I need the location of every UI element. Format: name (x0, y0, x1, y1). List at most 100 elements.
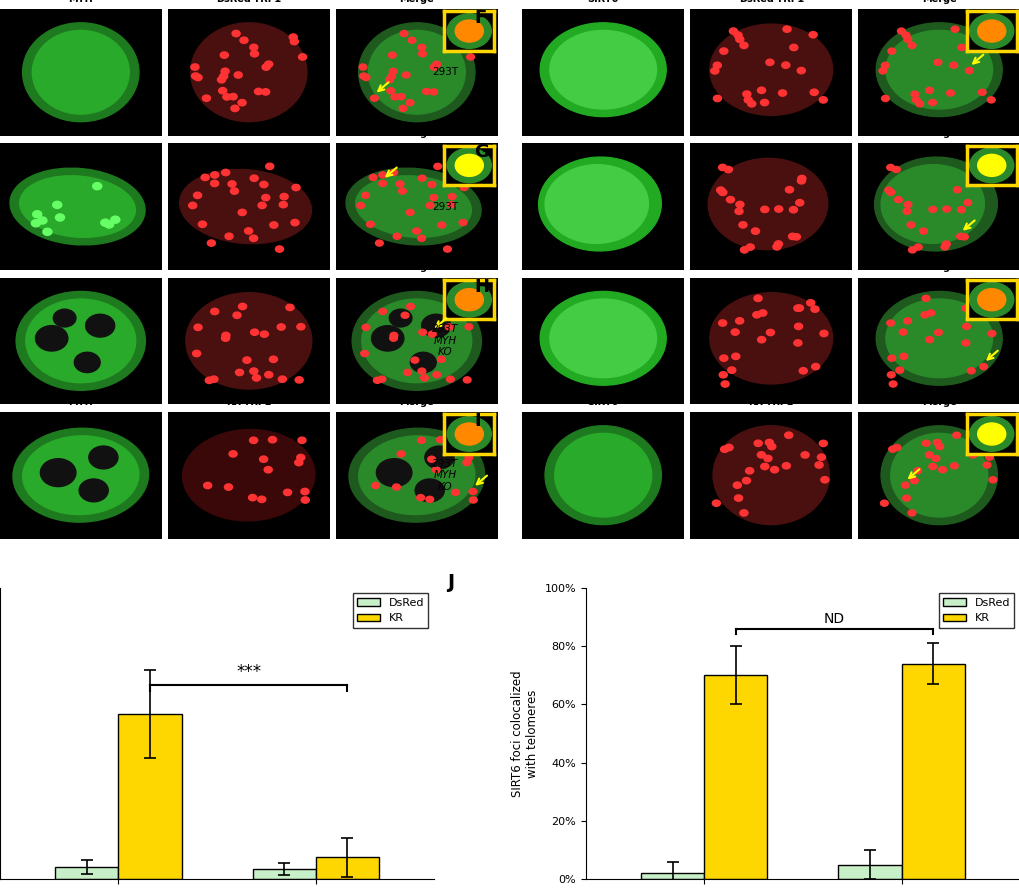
Circle shape (229, 93, 237, 99)
Text: H: H (474, 278, 488, 296)
Circle shape (789, 44, 797, 51)
Circle shape (894, 196, 902, 202)
Circle shape (976, 32, 984, 38)
Circle shape (357, 202, 364, 209)
Circle shape (925, 87, 932, 93)
Circle shape (753, 295, 761, 302)
Circle shape (447, 194, 455, 200)
Circle shape (445, 324, 452, 330)
Circle shape (820, 477, 828, 483)
Circle shape (386, 88, 394, 94)
Text: Merge: Merge (921, 0, 956, 4)
Circle shape (269, 356, 277, 362)
Circle shape (433, 163, 441, 170)
Circle shape (53, 202, 62, 209)
Circle shape (977, 89, 985, 95)
Circle shape (795, 305, 803, 311)
Circle shape (251, 329, 259, 336)
Y-axis label: SIRT6 foci colocalized
with telomeres: SIRT6 foci colocalized with telomeres (511, 670, 538, 797)
Circle shape (243, 357, 251, 363)
Circle shape (43, 228, 52, 235)
Legend: DsRed, KR: DsRed, KR (938, 593, 1014, 628)
Circle shape (221, 68, 229, 75)
Circle shape (259, 456, 267, 463)
Ellipse shape (540, 291, 665, 385)
Circle shape (979, 363, 986, 369)
Circle shape (800, 452, 808, 458)
Ellipse shape (179, 170, 311, 243)
Ellipse shape (368, 30, 465, 114)
Circle shape (735, 208, 742, 214)
Circle shape (933, 59, 941, 66)
Circle shape (366, 221, 374, 227)
Circle shape (463, 459, 470, 465)
Circle shape (956, 234, 964, 240)
Circle shape (234, 72, 242, 78)
Ellipse shape (25, 299, 136, 383)
Ellipse shape (191, 23, 307, 122)
Circle shape (260, 181, 268, 187)
Circle shape (111, 216, 119, 223)
Circle shape (880, 95, 889, 101)
Text: F: F (474, 9, 486, 27)
Circle shape (270, 222, 277, 228)
Circle shape (427, 456, 435, 463)
Circle shape (252, 375, 260, 381)
Text: 293T
MYH
KO: 293T MYH KO (431, 324, 458, 358)
Circle shape (222, 332, 229, 338)
Circle shape (907, 43, 915, 49)
Circle shape (401, 72, 410, 78)
Circle shape (924, 452, 932, 458)
Circle shape (903, 36, 911, 43)
Circle shape (469, 497, 477, 503)
Circle shape (758, 310, 766, 316)
Circle shape (784, 432, 792, 439)
Circle shape (194, 324, 202, 330)
Circle shape (465, 455, 472, 461)
Circle shape (229, 451, 236, 457)
Circle shape (202, 95, 210, 101)
Circle shape (937, 466, 946, 472)
Circle shape (772, 243, 781, 250)
Ellipse shape (16, 291, 146, 391)
Circle shape (888, 446, 896, 452)
Circle shape (220, 52, 228, 59)
Circle shape (419, 329, 426, 336)
Circle shape (928, 206, 935, 212)
Circle shape (719, 446, 728, 452)
Circle shape (895, 367, 903, 373)
Circle shape (221, 335, 229, 341)
Circle shape (41, 459, 75, 487)
Circle shape (426, 202, 433, 209)
Legend: DsRed, KR: DsRed, KR (353, 593, 428, 628)
Circle shape (207, 240, 215, 246)
Circle shape (224, 484, 232, 490)
Circle shape (232, 30, 239, 36)
Circle shape (389, 68, 396, 75)
Circle shape (277, 324, 285, 330)
Circle shape (285, 305, 293, 311)
Circle shape (946, 90, 954, 96)
Circle shape (902, 496, 910, 501)
Circle shape (250, 368, 258, 374)
Circle shape (371, 326, 404, 351)
Circle shape (797, 175, 805, 182)
Circle shape (965, 178, 972, 184)
Circle shape (265, 371, 272, 378)
Circle shape (189, 202, 197, 209)
Ellipse shape (886, 299, 991, 377)
Circle shape (892, 166, 900, 172)
Circle shape (290, 219, 299, 226)
Circle shape (903, 202, 911, 208)
Circle shape (788, 234, 796, 240)
Circle shape (964, 67, 972, 74)
Circle shape (935, 443, 943, 449)
Circle shape (911, 97, 919, 103)
Circle shape (261, 89, 269, 95)
Circle shape (889, 381, 896, 387)
Circle shape (225, 233, 233, 240)
Circle shape (399, 30, 408, 36)
Circle shape (301, 497, 309, 503)
Circle shape (765, 329, 773, 336)
Text: KR-TRF1: KR-TRF1 (226, 397, 271, 407)
